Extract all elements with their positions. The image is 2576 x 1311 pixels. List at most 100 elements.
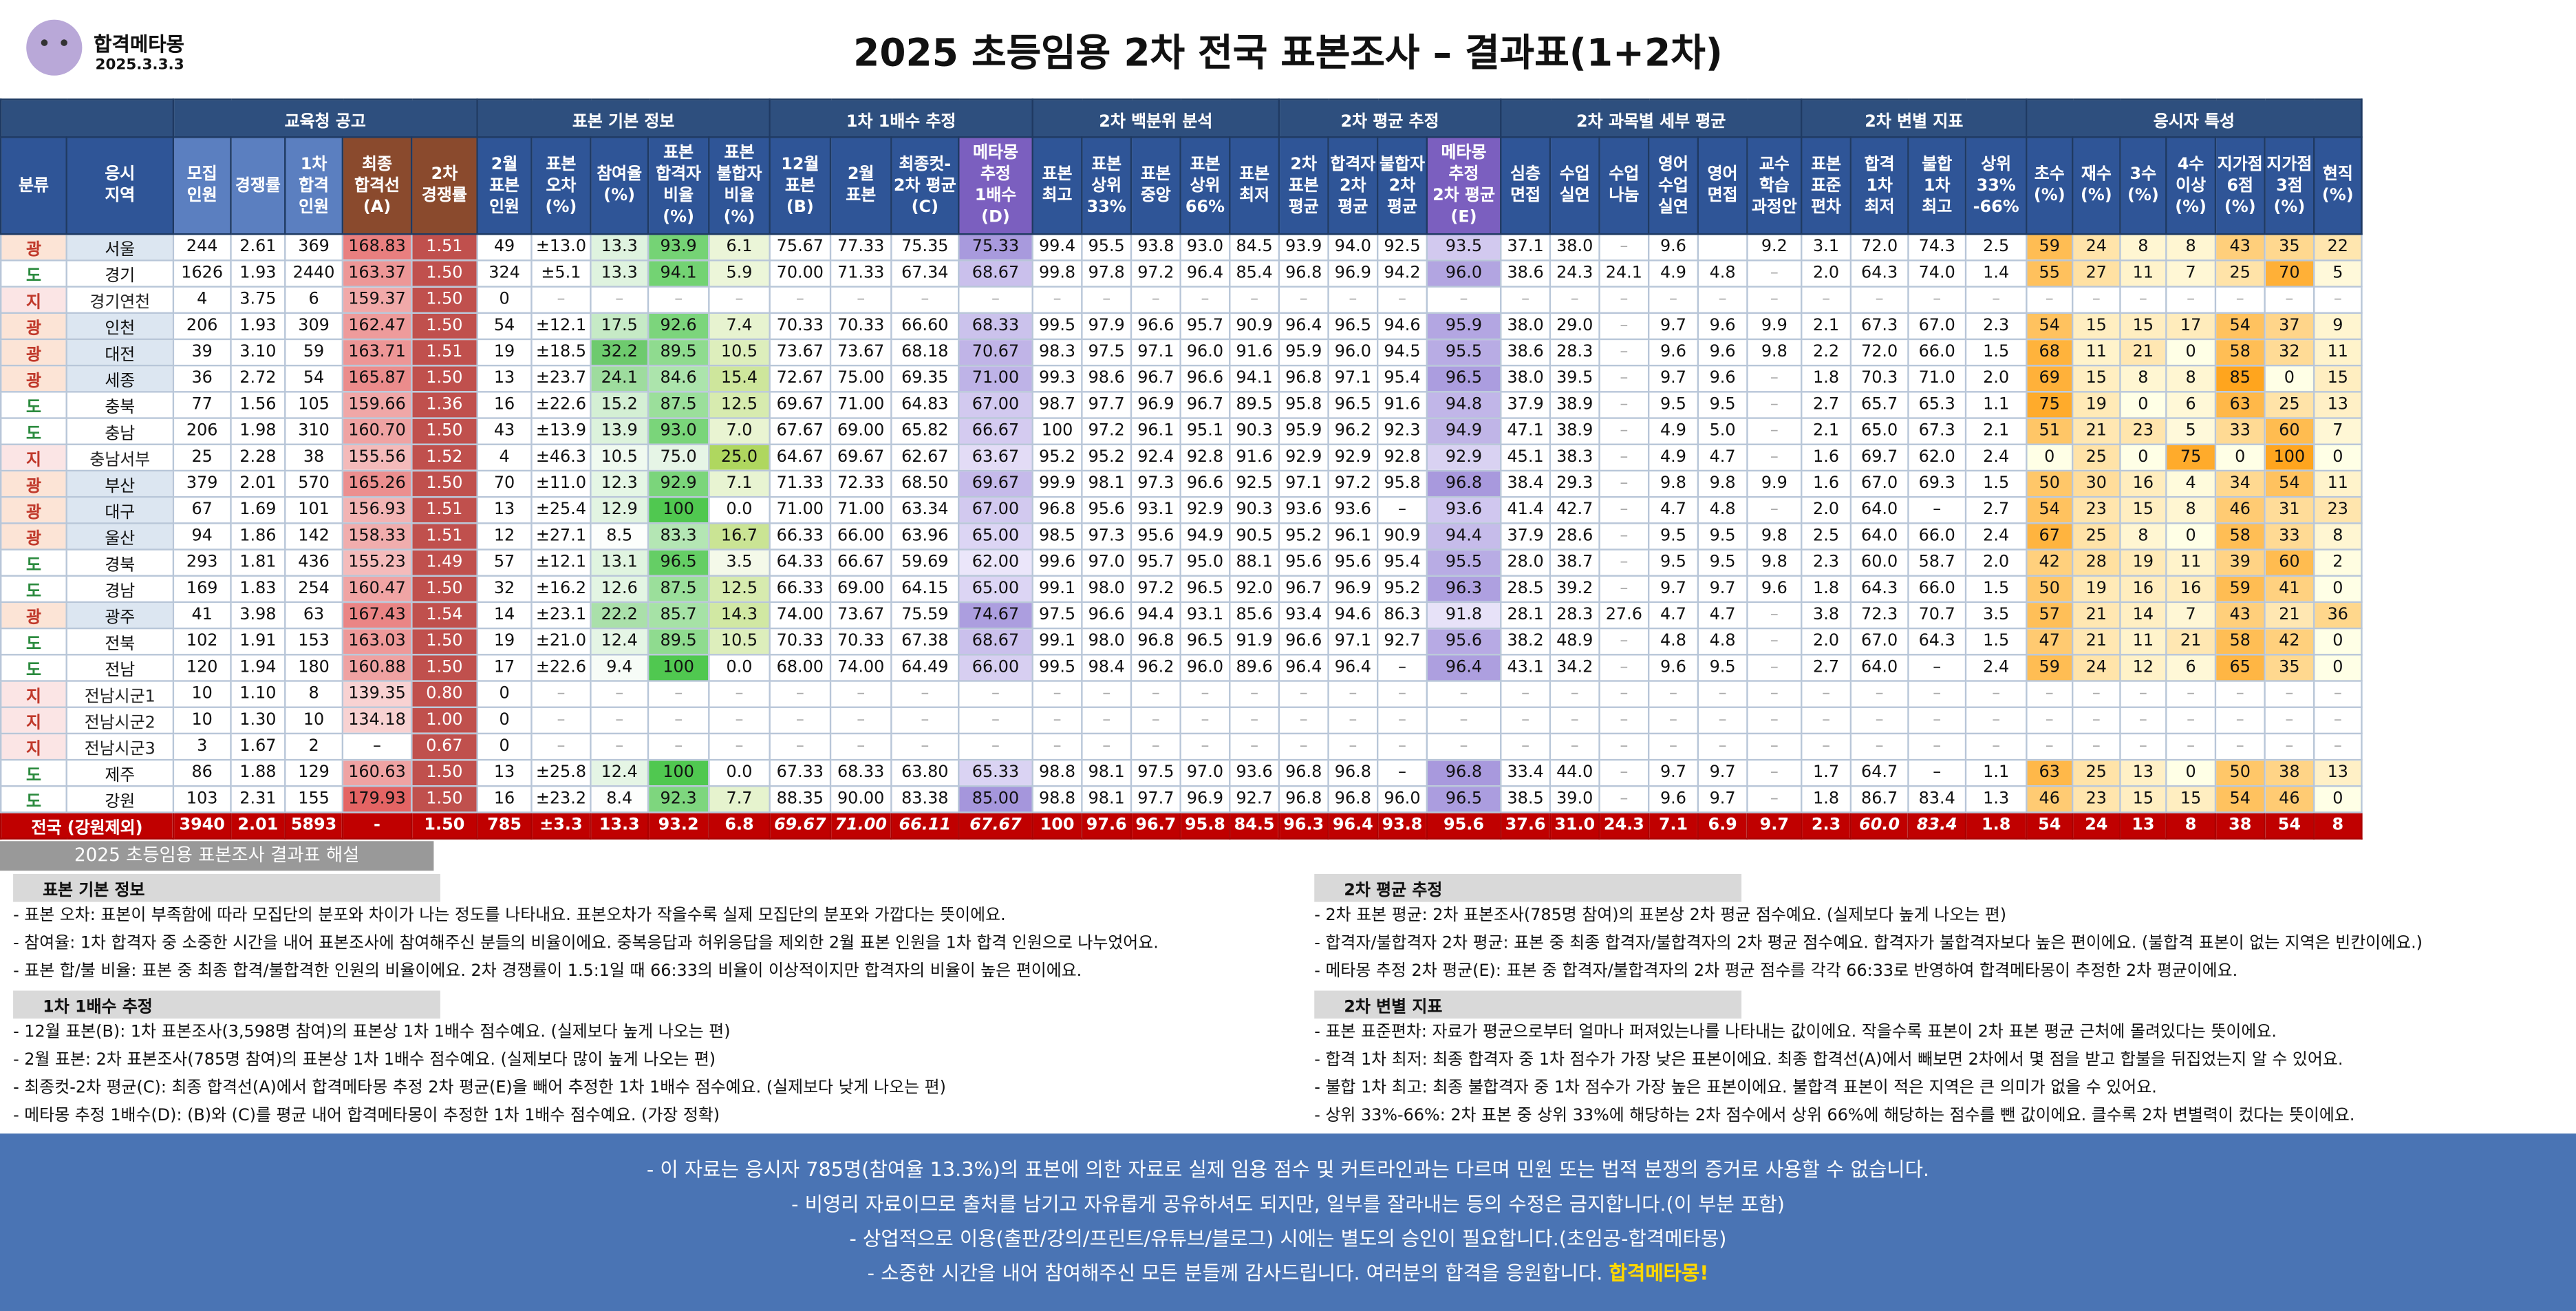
- total-cell: 95.8: [1179, 811, 1231, 840]
- table-cell: 100: [1031, 417, 1083, 445]
- table-cell: 94.9: [1179, 522, 1231, 551]
- table-cell: 45.1: [1500, 443, 1552, 472]
- table-cell: 2.3: [1801, 548, 1852, 577]
- table-cell: 100: [647, 654, 710, 682]
- table-cell: 28.6: [1549, 522, 1600, 551]
- table-cell: 99.5: [1031, 312, 1083, 341]
- table-cell: 지: [0, 732, 67, 761]
- table-cell: 47.1: [1500, 417, 1552, 445]
- table-cell: 3: [172, 732, 232, 761]
- table-cell: 156.93: [341, 495, 413, 524]
- table-cell: 14.3: [708, 601, 771, 630]
- table-cell: 95.6: [1081, 495, 1133, 524]
- table-cell: 59: [2026, 233, 2074, 262]
- table-cell: 8: [284, 680, 344, 708]
- table-cell: 90.3: [1229, 417, 1280, 445]
- table-cell: –: [890, 680, 960, 708]
- table-cell: 85.00: [958, 785, 1033, 813]
- table-cell: 39.2: [1549, 575, 1600, 604]
- table-cell: 99.6: [1031, 548, 1083, 577]
- table-row: 도 경남 169 1.83 254 160.47 1.50 32 ±16.2 12.6 87.5 12…: [0, 575, 2363, 604]
- table-cell: 66.0: [1907, 522, 1967, 551]
- table-cell: 95.9: [1278, 338, 1329, 367]
- table-cell: ±18.5: [530, 338, 592, 367]
- table-cell: 28.3: [1549, 338, 1600, 367]
- table-cell: 93.1: [1130, 495, 1181, 524]
- table-cell: 96.8: [1278, 259, 1329, 288]
- table-row: 도 경북 293 1.81 436 155.23 1.49 57 ±12.1 13.1 96.5 3.…: [0, 548, 2363, 577]
- table-cell: 15: [2313, 364, 2363, 393]
- table-cell: –: [1229, 706, 1280, 735]
- table-cell: 65.82: [890, 417, 960, 445]
- table-cell: 4.7: [1697, 443, 1748, 472]
- total-cell: 66.11: [890, 811, 960, 840]
- total-cell: 5893: [284, 811, 344, 840]
- table-cell: 436: [284, 548, 344, 577]
- table-cell: 광: [0, 312, 67, 341]
- table-cell: 36: [2313, 601, 2363, 630]
- table-cell: –: [829, 286, 892, 314]
- table-cell: –: [2165, 732, 2217, 761]
- table-cell: 9.7: [1647, 312, 1699, 341]
- column-header: 메타몽 추정 2차 평균 (E): [1426, 136, 1502, 235]
- table-cell: –: [1130, 706, 1181, 735]
- table-cell: –: [530, 732, 592, 761]
- table-cell: –: [1179, 286, 1231, 314]
- total-cell: 38: [2214, 811, 2266, 840]
- table-cell: 67.33: [769, 758, 832, 787]
- table-cell: 97.2: [1081, 417, 1133, 445]
- table-cell: –: [769, 706, 832, 735]
- table-cell: –: [1598, 758, 1650, 787]
- table-cell: 91.8: [1426, 601, 1502, 630]
- table-cell: –: [530, 286, 592, 314]
- table-cell: –: [1376, 654, 1428, 682]
- table-cell: 27.6: [1598, 601, 1650, 630]
- table-cell: 309: [284, 312, 344, 341]
- table-cell: 65.00: [958, 575, 1033, 604]
- table-cell: 4: [2165, 469, 2217, 498]
- table-cell: –: [1746, 601, 1803, 630]
- table-cell: 99.8: [1031, 259, 1083, 288]
- table-cell: –: [2072, 286, 2121, 314]
- table-cell: 21: [2072, 417, 2121, 445]
- table-cell: 17.5: [590, 312, 650, 341]
- table-cell: 제주: [65, 758, 175, 787]
- table-cell: –: [1647, 732, 1699, 761]
- table-cell: ±46.3: [530, 443, 592, 472]
- table-cell: –: [1376, 706, 1428, 735]
- table-cell: 9.5: [1647, 522, 1699, 551]
- table-cell: 67: [2026, 522, 2074, 551]
- table-cell: 0: [2026, 443, 2074, 472]
- table-cell: 1.1: [1964, 758, 2028, 787]
- column-header: 표본 오차 (%): [530, 136, 592, 235]
- column-header: 표본 상위 66%: [1179, 136, 1231, 235]
- table-cell: 22.2: [590, 601, 650, 630]
- table-cell: 9.6: [1746, 575, 1803, 604]
- table-cell: –: [1647, 706, 1699, 735]
- table-cell: 39.0: [1549, 785, 1600, 813]
- table-cell: –: [1278, 732, 1329, 761]
- table-cell: –: [1746, 680, 1803, 708]
- table-cell: 70.7: [1907, 601, 1967, 630]
- table-cell: 2: [284, 732, 344, 761]
- table-cell: 179.93: [341, 785, 413, 813]
- table-cell: 293: [172, 548, 232, 577]
- table-cell: 142: [284, 522, 344, 551]
- table-cell: 92.9: [1179, 495, 1231, 524]
- table-cell: 1.50: [410, 785, 478, 813]
- table-cell: 0: [2313, 785, 2363, 813]
- table-cell: 98.3: [1031, 338, 1083, 367]
- table-cell: 129: [284, 758, 344, 787]
- table-cell: 3.5: [1964, 601, 2028, 630]
- table-cell: 41: [2264, 575, 2315, 604]
- table-cell: 지: [0, 443, 67, 472]
- table-cell: –: [1598, 233, 1650, 262]
- table-cell: 9.7: [1697, 575, 1748, 604]
- table-cell: –: [890, 732, 960, 761]
- total-cell: 96.7: [1130, 811, 1181, 840]
- table-cell: 5: [2313, 259, 2363, 288]
- table-cell: 84.6: [647, 364, 710, 393]
- table-cell: 54: [2264, 469, 2315, 498]
- table-cell: 12.5: [708, 391, 771, 419]
- notes-title: 2025 초등임용 표본조사 결과표 해설: [0, 841, 434, 871]
